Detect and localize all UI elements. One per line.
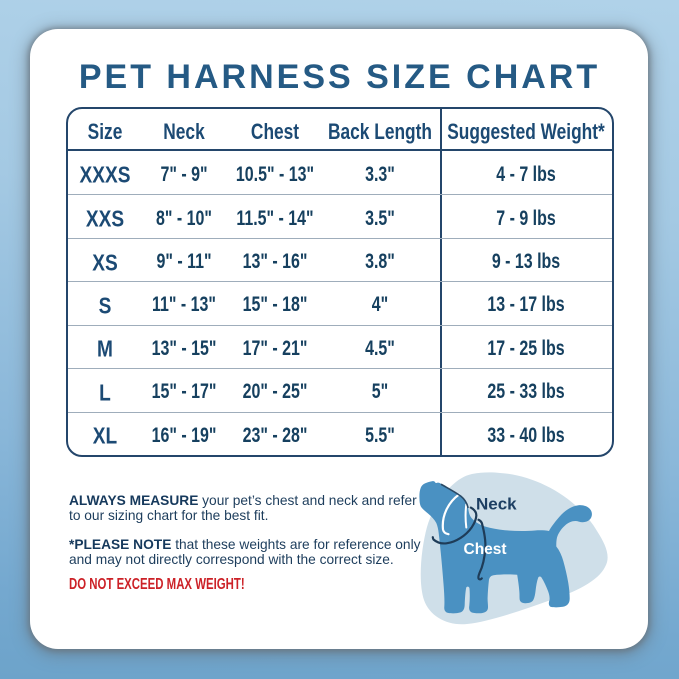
svg-text:Neck: Neck [476,495,517,514]
svg-text:Chest: Chest [464,541,507,558]
